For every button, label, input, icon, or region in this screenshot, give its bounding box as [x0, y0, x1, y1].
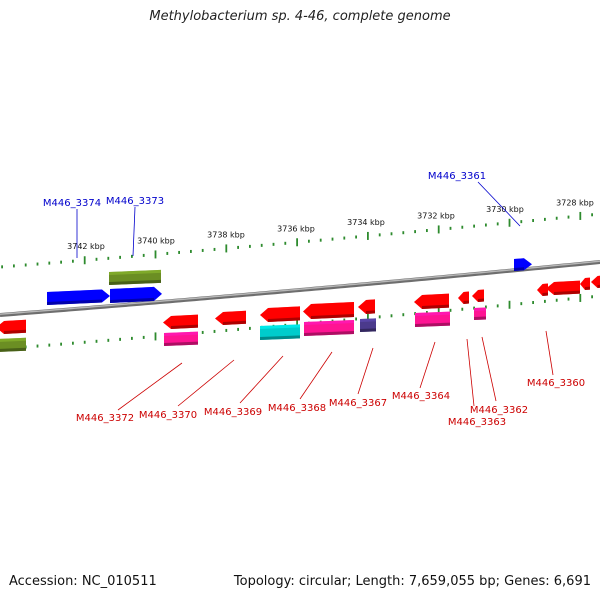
gene-label-leader	[419, 341, 436, 389]
gene-label-leader	[477, 181, 521, 227]
gene-arrow	[260, 306, 300, 322]
gene-arrow	[163, 314, 198, 329]
gene-label-leader	[177, 359, 235, 407]
forward-gene-label: M446_3361	[428, 171, 486, 182]
gene-box	[304, 320, 354, 336]
genome-backbone-highlight	[0, 260, 600, 315]
gene-arrow	[472, 289, 484, 302]
gene-arrow	[215, 310, 246, 325]
genome-summary: Topology: circular; Length: 7,659,055 bp…	[233, 574, 591, 589]
scale-label: 3738 kbp	[207, 230, 245, 239]
scale-label: 3742 kbp	[67, 242, 105, 251]
map-title: Methylobacterium sp. 4-46, complete geno…	[149, 9, 451, 24]
gene-box	[474, 307, 486, 320]
scale-label: 3732 kbp	[417, 212, 455, 221]
gene-arrow	[0, 319, 26, 334]
gene-label-leader	[132, 206, 136, 257]
gene-label-leader	[299, 351, 333, 400]
gene-arrow	[537, 283, 548, 296]
gene-label-leader	[545, 330, 554, 376]
forward-gene-label: M446_3373	[106, 196, 164, 207]
forward-gene-label: M446_3374	[43, 198, 101, 209]
gene-box	[260, 324, 300, 340]
gene-arrow	[591, 275, 600, 288]
gene-box	[360, 318, 376, 332]
reverse-gene-label: M446_3362	[470, 405, 528, 416]
gene-label-leader	[117, 362, 183, 411]
gene-box	[109, 269, 161, 285]
reverse-gene-label: M446_3363	[448, 417, 506, 428]
gene-label-leader	[481, 336, 497, 402]
scale-label: 3730 kbp	[486, 205, 524, 214]
scale-label: 3728 kbp	[556, 198, 594, 207]
gene-arrow	[414, 293, 449, 309]
reverse-gene-label: M446_3369	[204, 407, 262, 418]
gene-arrow	[358, 299, 375, 314]
gene-arrow	[47, 289, 110, 305]
scale-label: 3740 kbp	[137, 236, 175, 245]
reverse-gene-label: M446_3368	[268, 403, 326, 414]
reverse-gene-label: M446_3364	[392, 391, 450, 402]
gene-box	[0, 337, 26, 352]
gene-label-leader	[357, 347, 374, 395]
reverse-gene-label: M446_3360	[527, 378, 585, 389]
gene-box	[164, 331, 198, 346]
reverse-gene-label: M446_3372	[76, 413, 134, 424]
reverse-gene-label: M446_3367	[329, 398, 387, 409]
gene-arrow	[546, 280, 580, 295]
gene-arrow	[110, 286, 162, 303]
scale-label: 3734 kbp	[347, 218, 385, 227]
gene-box	[415, 311, 450, 327]
gene-arrow	[580, 277, 590, 290]
gene-label-leader	[466, 338, 475, 407]
gene-arrow	[458, 291, 469, 304]
upper-scale-track	[1, 211, 593, 269]
accession-label: Accession: NC_010511	[9, 574, 157, 589]
genome-backbone	[0, 260, 600, 317]
gene-arrow	[303, 301, 354, 319]
gene-label-leader	[239, 355, 284, 404]
reverse-gene-label: M446_3370	[139, 410, 197, 421]
scale-label: 3736 kbp	[277, 224, 315, 233]
gene-arrow	[514, 258, 532, 271]
